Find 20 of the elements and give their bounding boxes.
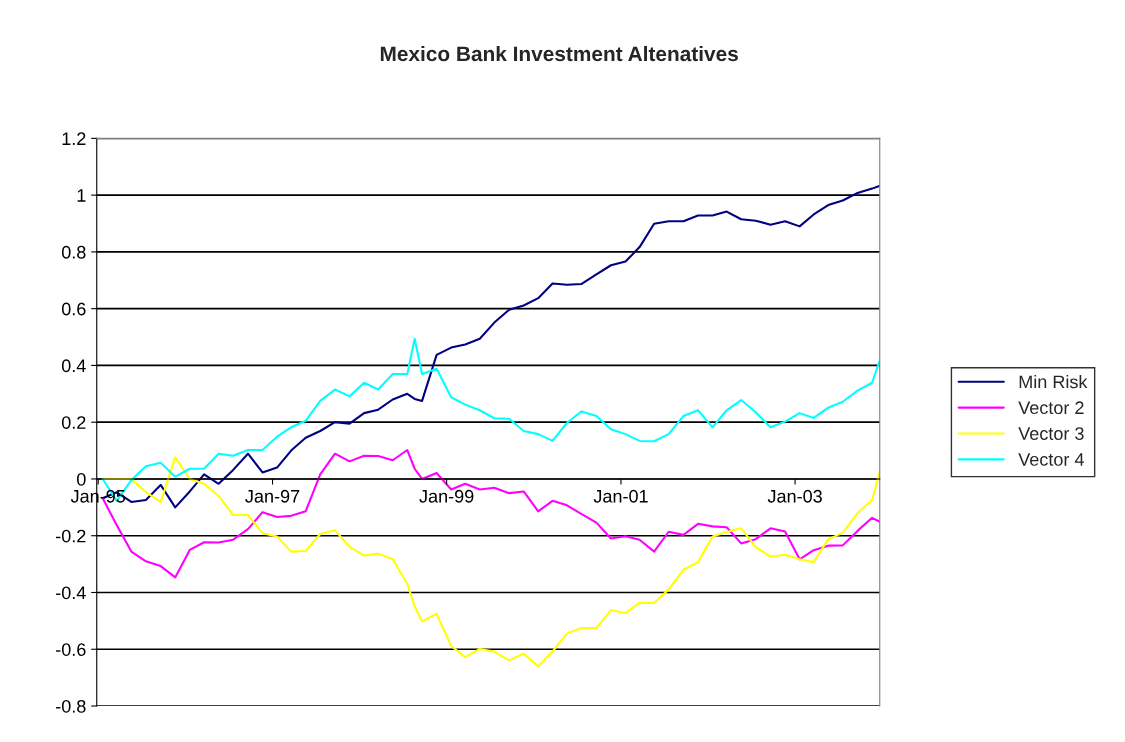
y-tick-label: 1	[77, 189, 86, 202]
legend-label: Vector 2	[1018, 401, 1084, 415]
y-tick-label: 0.4	[61, 359, 86, 373]
legend-label: Min Risk	[1019, 374, 1088, 389]
x-tick-label: Jan-01	[593, 489, 648, 503]
y-tick-label: 0.6	[61, 302, 86, 316]
y-tick-label: -0.8	[56, 699, 86, 713]
y-tick-label: -0.6	[56, 643, 86, 656]
y-tick-label: 0	[77, 472, 86, 486]
legend-label: Vector 3	[1018, 427, 1084, 440]
x-tick-label: Jan-97	[245, 489, 300, 503]
y-tick-label: 0.2	[61, 416, 86, 429]
y-tick-label: 1.2	[62, 132, 86, 145]
x-tick-label: Jan-99	[419, 489, 474, 503]
legend-label: Vector 4	[1018, 453, 1084, 466]
y-tick-label: -0.4	[56, 586, 86, 600]
y-tick-label: -0.2	[56, 529, 86, 543]
x-tick-label: Jan-03	[767, 489, 822, 503]
chart-title: Mexico Bank Investment Altenatives	[380, 45, 738, 62]
y-tick-label: 0.8	[61, 245, 86, 259]
